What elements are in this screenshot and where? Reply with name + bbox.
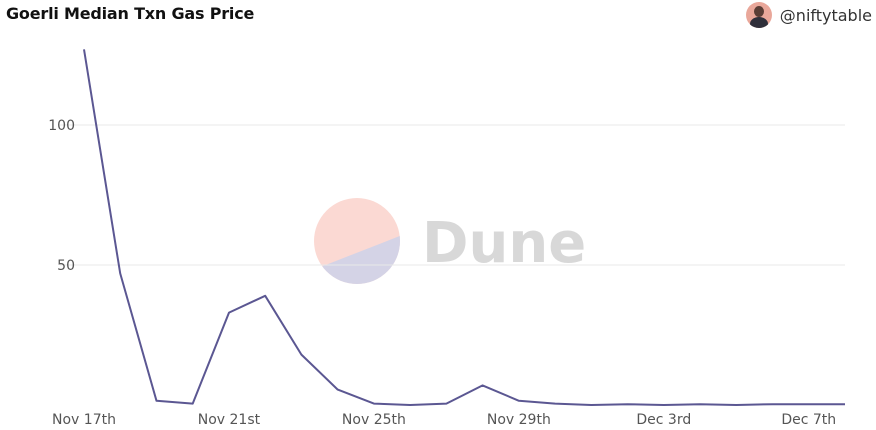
avatar-body <box>749 17 768 28</box>
data-point[interactable] <box>624 400 632 408</box>
grid-lines <box>60 124 845 266</box>
data-point[interactable] <box>587 401 595 409</box>
avatar[interactable] <box>745 2 772 28</box>
data-point[interactable] <box>442 400 450 408</box>
data-point[interactable] <box>406 401 414 409</box>
x-tick-label: Nov 25th <box>342 412 406 428</box>
author-name[interactable]: @niftytable <box>779 5 872 25</box>
x-tick-label: Dec 3rd <box>636 412 691 428</box>
chart-title: Goerli Median Txn Gas Price <box>6 4 255 23</box>
x-tick-label: Dec 7th <box>781 412 836 428</box>
data-point[interactable] <box>334 386 342 394</box>
dune-watermark: Dune <box>314 198 586 284</box>
x-tick-label: Nov 21st <box>198 412 261 428</box>
series-line[interactable] <box>83 49 845 406</box>
data-point[interactable] <box>732 401 740 409</box>
data-point[interactable] <box>696 400 704 408</box>
x-tick-label: Nov 17th <box>52 412 116 428</box>
data-point[interactable] <box>116 269 124 277</box>
data-point[interactable] <box>80 45 88 53</box>
data-point[interactable] <box>841 400 849 408</box>
data-point[interactable] <box>152 397 160 405</box>
x-axis: Nov 17th Nov 21st Nov 25th Nov 29th Dec 3rd D… <box>52 412 836 428</box>
dune-watermark-text: Dune <box>422 211 586 276</box>
y-tick-label: 50 <box>57 258 75 274</box>
data-point[interactable] <box>189 400 197 408</box>
author-badge[interactable]: @niftytable <box>745 2 872 28</box>
y-tick-label: 100 <box>48 118 75 134</box>
avatar-head <box>753 6 764 17</box>
x-tick-label: Nov 29th <box>487 412 551 428</box>
y-axis: 50 100 <box>48 118 75 274</box>
data-point[interactable] <box>551 400 559 408</box>
data-point[interactable] <box>225 309 233 317</box>
dune-logo-icon <box>314 198 400 284</box>
data-point[interactable] <box>805 400 813 408</box>
data-point[interactable] <box>261 292 269 300</box>
data-point[interactable] <box>370 400 378 408</box>
data-point[interactable] <box>515 397 523 405</box>
data-point[interactable] <box>769 400 777 408</box>
series-layer <box>80 45 849 409</box>
data-point[interactable] <box>297 351 305 359</box>
data-point[interactable] <box>660 401 668 409</box>
data-point[interactable] <box>479 381 487 389</box>
